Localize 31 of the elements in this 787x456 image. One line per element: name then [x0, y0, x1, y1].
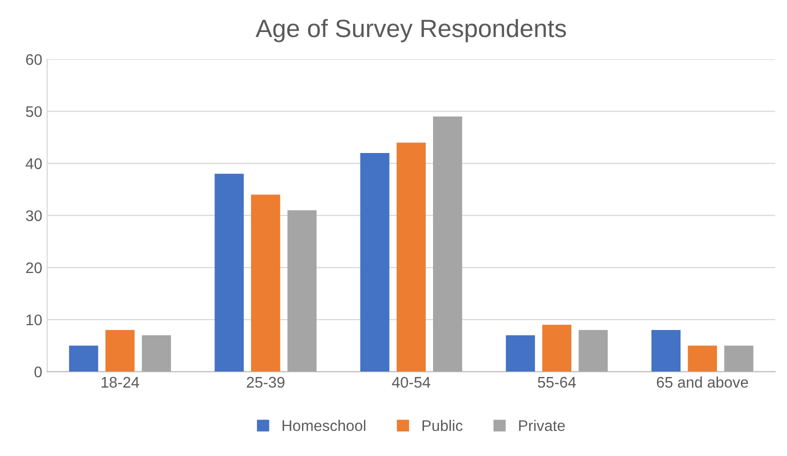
legend-label: Public — [422, 420, 463, 432]
y-tick-label: 30 — [26, 210, 42, 222]
y-tick-label: 0 — [34, 366, 42, 378]
bar — [542, 324, 572, 372]
y-tick-label: 60 — [26, 54, 42, 65]
bar — [214, 174, 244, 372]
legend-label: Homeschool — [282, 420, 366, 432]
bar — [142, 335, 171, 372]
x-tick-label: 40-54 — [392, 376, 430, 388]
legend-label: Private — [519, 420, 565, 432]
bar — [724, 346, 754, 372]
y-tick-label: 10 — [26, 314, 42, 326]
bar — [396, 142, 426, 372]
bar — [578, 330, 608, 372]
bar — [287, 210, 317, 372]
x-tick-label: 55-64 — [538, 376, 576, 388]
bar — [651, 330, 681, 372]
bar — [251, 194, 280, 372]
x-tick-label: 65 and above — [656, 376, 748, 388]
x-tick-label: 25-39 — [246, 376, 284, 388]
bar — [105, 330, 135, 372]
bar — [360, 152, 390, 372]
y-tick-label: 40 — [26, 158, 42, 170]
y-tick-label: 50 — [26, 106, 42, 118]
y-tick-label: 20 — [26, 262, 42, 274]
bar — [433, 116, 462, 372]
bar — [506, 335, 535, 372]
bar — [688, 346, 717, 372]
chart-title: Age of Survey Respondents — [256, 18, 566, 42]
bar — [69, 346, 98, 372]
x-tick-label: 18-24 — [102, 376, 140, 388]
